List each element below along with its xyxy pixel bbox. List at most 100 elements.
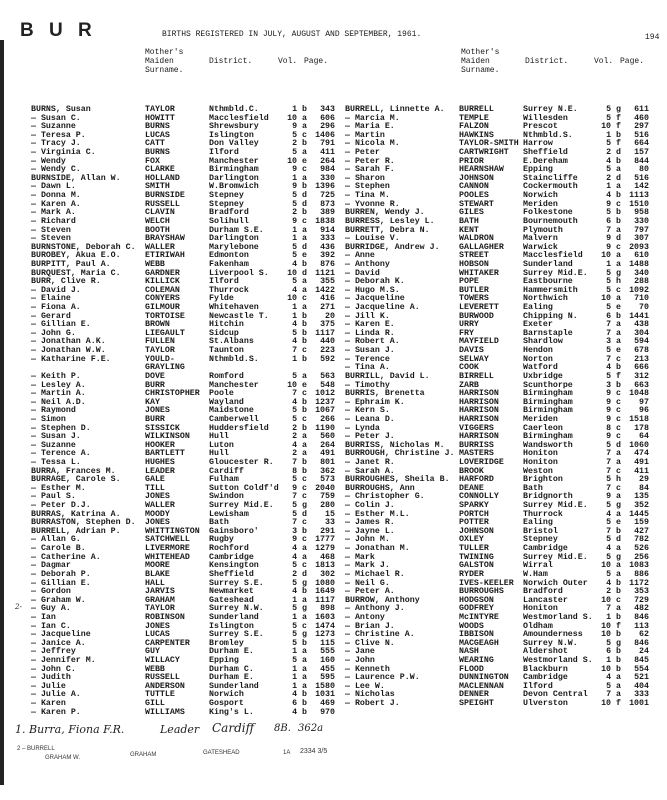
page: 846 xyxy=(634,638,649,648)
mother-maiden-surname: GALE xyxy=(145,475,165,485)
district: Ealing xyxy=(523,518,553,528)
district: Shardlow xyxy=(523,337,563,347)
page: 438 xyxy=(634,320,649,330)
volume: 9 a xyxy=(292,122,307,132)
mother-maiden-surname: WELCH xyxy=(145,216,170,226)
volume: 2 b xyxy=(292,423,307,433)
page: 20 xyxy=(325,311,335,321)
entry-name: — Laurence P.W. xyxy=(345,673,420,683)
entry-name: — Kern S. xyxy=(345,406,390,416)
mother-maiden-surname: SELWAY xyxy=(459,354,489,364)
entry-name: — Maria E. xyxy=(345,122,395,132)
mother-maiden-surname: OXLEY xyxy=(459,535,484,545)
district: Camberwell xyxy=(209,414,259,424)
page: 97 xyxy=(639,397,649,407)
index-entry-row: — Elaine CONYERS Fylde 10 c 416 xyxy=(31,295,337,304)
entry-name: — Virginia C. xyxy=(31,148,96,158)
entry-name: — Deborah P. xyxy=(31,569,91,579)
entry-name: — Robert A. xyxy=(345,337,400,347)
mother-maiden-surname: POTTER xyxy=(459,518,489,528)
index-entry-row: — Christine A. IBBISON Amounderness 10 b 62 xyxy=(345,631,651,640)
page: 333 xyxy=(320,234,335,244)
mother-maiden-surname: DAVIS xyxy=(459,346,484,356)
district: Nthmbld.S. xyxy=(209,354,259,364)
index-entry-row: — Jennifer M. WILLACY Epping 5 a 160 xyxy=(31,656,337,666)
entry-name: — Julie xyxy=(31,681,66,691)
volume: 10 a xyxy=(601,294,621,304)
volume: 7 c xyxy=(606,466,621,476)
district: Wayland xyxy=(209,397,244,407)
index-entry-row: — Brian J. WOODS Oldham 10 f 113 xyxy=(345,622,651,632)
index-entry-row: — Susan C. HOWITT Macclesfield 10 a 606 xyxy=(31,114,337,124)
volume: 4 b xyxy=(606,156,621,166)
page: 96 xyxy=(639,406,649,416)
index-entry-row: — Steven BOOTH Durham S.E. 1 a 914 xyxy=(31,225,337,236)
page: 845 xyxy=(634,656,649,665)
district: Scunthorpe xyxy=(523,380,573,390)
index-entry-row: — Christopher G. CONNOLLY Bridgnorth 9 a 135 xyxy=(345,493,651,502)
volume: 7 a xyxy=(606,320,621,330)
volume: 1 a xyxy=(292,673,307,683)
index-entry-row: — James R. POTTER Ealing 5 e 159 xyxy=(345,519,651,528)
scan-edge-bar xyxy=(0,40,4,785)
entry-name: — Steven xyxy=(31,225,71,235)
district: Liverpool S. xyxy=(209,268,269,278)
page: 15 xyxy=(325,509,335,519)
district: Watford xyxy=(523,363,558,373)
entry-name: — Tracy J. xyxy=(31,139,81,149)
volume: 10 e xyxy=(287,156,307,166)
mother-maiden-surname: GRAYLING xyxy=(145,363,185,373)
page: 555 xyxy=(320,647,335,657)
entry-name: — David xyxy=(345,268,380,278)
district: Warwick xyxy=(523,242,558,252)
index-entry-row: BURRA, Frances M. LEADER Cardiff 8 b 362 xyxy=(31,466,337,477)
entry-name: — Mark J. xyxy=(345,561,390,571)
mother-maiden-surname: CONYERS xyxy=(145,294,180,304)
page: 801 xyxy=(320,457,335,467)
page: 1406 xyxy=(315,130,335,140)
index-entry-row: — Martin A. CHRISTOPHER Poole 7 c 1012 xyxy=(31,389,337,399)
page: 1060 xyxy=(629,440,649,450)
district: Surrey S.E. xyxy=(209,578,264,588)
mother-maiden-surname: ROBINSON xyxy=(145,612,185,622)
volume: 5 g xyxy=(292,501,307,511)
district: Durham E. xyxy=(209,647,254,657)
volume: 9 a xyxy=(606,492,621,502)
note-number: 1. xyxy=(15,723,26,736)
index-entry-row: — Sarah F. HEARNSHAW Epping 5 a 80 xyxy=(345,166,651,175)
entry-name: — Julie A. xyxy=(31,690,81,700)
district: Gainsboro' xyxy=(209,526,259,536)
index-entry-row: BURREN, Wendy J. GILES Folkestone 5 b 958 xyxy=(345,209,651,218)
district: Swindon xyxy=(209,492,244,502)
mother-maiden-surname: POOLES xyxy=(459,191,489,201)
district: Surrey Mid.E. xyxy=(523,268,588,278)
index-entry-row: — John M. OXLEY Stepney 5 d 782 xyxy=(345,536,651,545)
volume: 8 b xyxy=(292,466,307,476)
district: Cambridge xyxy=(523,544,568,554)
entry-name: BURRIDGE, Andrew J. xyxy=(345,242,440,252)
page: 1190 xyxy=(315,423,335,433)
mother-maiden-surname: BUTLER xyxy=(459,285,489,295)
index-entry-row: — Karen E. URRY Exeter 7 a 438 xyxy=(345,321,651,330)
entry-name: — Ian xyxy=(31,612,56,622)
index-entry-row: — Mark J. GALSTON Wirral 10 a 1083 xyxy=(345,562,651,571)
mother-maiden-surname: WEBB xyxy=(145,664,165,674)
volume: 5 d xyxy=(606,440,621,450)
index-entry-row: — Martin HAWKINS Nthmbld.S. 1 b 516 xyxy=(345,131,651,141)
index-entry-row: — Hugo M.S. BUTLER Hammersmith 5 c 1092 xyxy=(345,285,651,296)
entry-name: — Graham W. xyxy=(31,595,86,605)
district: Marylebone xyxy=(209,242,259,252)
page: 271 xyxy=(320,303,335,313)
mother-maiden-surname: LOVERIDGE xyxy=(459,457,504,467)
index-entry-row: — Fiona A. GILMOUR Whitehaven 1 a 271 xyxy=(31,303,337,313)
district: Hitchin xyxy=(209,320,244,330)
entry-name: BURRIS, Brenetta xyxy=(345,389,425,399)
page: 1603 xyxy=(315,612,335,622)
entry-name: — Stephen D. xyxy=(31,423,91,433)
index-entry-row: — Simon BURR Camberwell 5 c 266 xyxy=(31,414,337,425)
page: 343 xyxy=(320,105,335,114)
page: 548 xyxy=(320,380,335,390)
header-vol-right: Vol. xyxy=(594,57,614,66)
page: 1001 xyxy=(629,699,649,709)
mother-maiden-surname: CANNON xyxy=(459,182,489,192)
